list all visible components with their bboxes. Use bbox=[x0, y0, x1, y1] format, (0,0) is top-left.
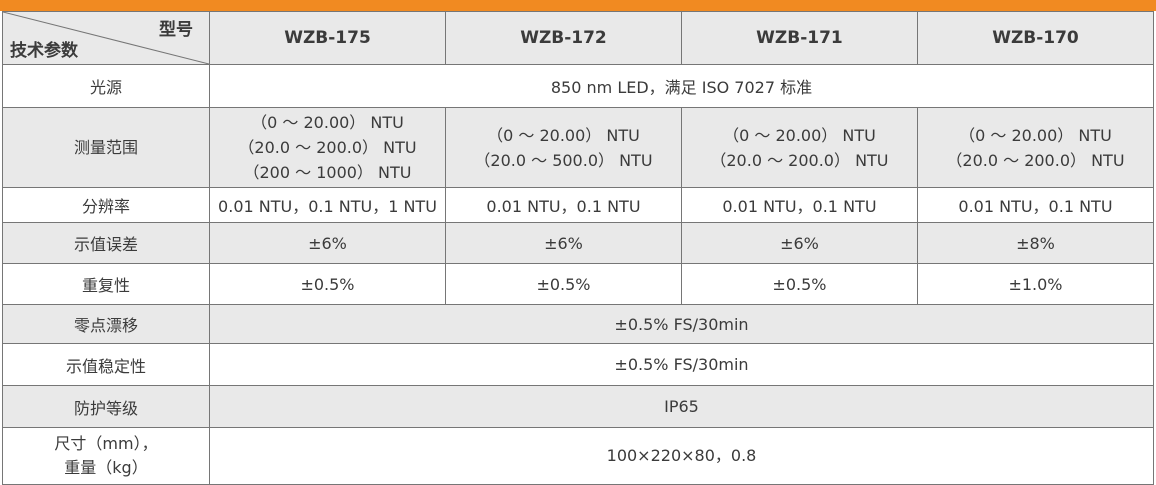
cell-resolution-wzb-170: 0.01 NTU，0.1 NTU bbox=[916, 187, 1155, 223]
cell-range-wzb-175: （0 ～ 20.00） NTU （20.0 ～ 200.0） NTU （200 … bbox=[209, 107, 446, 188]
column-header-wzb-171: WZB-171 bbox=[680, 11, 918, 65]
cell-zero-drift-value: ±0.5% FS/30min bbox=[209, 304, 1154, 344]
cell-repeatability-wzb-170: ±1.0% bbox=[916, 263, 1155, 305]
row-label-stability: 示值稳定性 bbox=[2, 343, 210, 386]
row-label-protection: 防护等级 bbox=[2, 385, 210, 428]
cell-light-source-value: 850 nm LED，满足 ISO 7027 标准 bbox=[209, 64, 1154, 108]
spec-table: 型号 技术参数 WZB-175 WZB-172 WZB-171 WZB-170 … bbox=[2, 11, 1155, 485]
cell-stability-value: ±0.5% FS/30min bbox=[209, 343, 1154, 386]
row-label-light-source: 光源 bbox=[2, 64, 210, 108]
corner-label-params: 技术参数 bbox=[10, 41, 78, 61]
cell-range-wzb-172: （0 ～ 20.00） NTU （20.0 ～ 500.0） NTU bbox=[444, 107, 682, 188]
cell-size-weight-value: 100×220×80，0.8 bbox=[209, 427, 1154, 485]
size-label-line2: 重量（kg） bbox=[64, 458, 148, 477]
cell-error-wzb-171: ±6% bbox=[680, 222, 918, 264]
column-header-wzb-175: WZB-175 bbox=[209, 11, 446, 65]
cell-resolution-wzb-175: 0.01 NTU，0.1 NTU，1 NTU bbox=[209, 187, 446, 223]
range-line: （0 ～ 20.00） NTU bbox=[959, 125, 1112, 145]
cell-resolution-wzb-171: 0.01 NTU，0.1 NTU bbox=[680, 187, 918, 223]
header-row: 型号 技术参数 WZB-175 WZB-172 WZB-171 WZB-170 bbox=[2, 11, 1155, 65]
range-line: （20.0 ～ 200.0） NTU bbox=[710, 150, 889, 170]
accent-top-bar bbox=[0, 0, 1156, 11]
corner-label-model: 型号 bbox=[159, 20, 193, 40]
cell-error-wzb-175: ±6% bbox=[209, 222, 446, 264]
range-line: （200 ～ 1000） NTU bbox=[243, 163, 412, 182]
cell-range-wzb-171: （0 ～ 20.00） NTU （20.0 ～ 200.0） NTU bbox=[680, 107, 918, 188]
row-resolution: 分辨率 0.01 NTU，0.1 NTU，1 NTU 0.01 NTU，0.1 … bbox=[2, 187, 1155, 223]
row-indication-error: 示值误差 ±6% ±6% ±6% ±8% bbox=[2, 222, 1155, 264]
column-header-wzb-170: WZB-170 bbox=[916, 11, 1155, 65]
range-line: （0 ～ 20.00） NTU bbox=[487, 125, 640, 145]
range-line: （20.0 ～ 200.0） NTU bbox=[946, 150, 1125, 170]
corner-header-cell: 型号 技术参数 bbox=[2, 11, 210, 65]
row-label-zero-drift: 零点漂移 bbox=[2, 304, 210, 344]
row-light-source: 光源 850 nm LED，满足 ISO 7027 标准 bbox=[2, 64, 1154, 108]
size-label-line1: 尺寸（mm）， bbox=[54, 434, 158, 453]
row-stability: 示值稳定性 ±0.5% FS/30min bbox=[2, 343, 1154, 386]
range-line: （0 ～ 20.00） NTU bbox=[251, 113, 404, 132]
row-size-weight: 尺寸（mm）， 重量（kg） 100×220×80，0.8 bbox=[2, 427, 1154, 485]
diagonal-divider bbox=[3, 12, 209, 64]
row-protection-rating: 防护等级 IP65 bbox=[2, 385, 1154, 428]
cell-repeatability-wzb-172: ±0.5% bbox=[444, 263, 682, 305]
row-label-range: 测量范围 bbox=[2, 107, 210, 188]
cell-resolution-wzb-172: 0.01 NTU，0.1 NTU bbox=[444, 187, 682, 223]
column-header-wzb-172: WZB-172 bbox=[444, 11, 682, 65]
cell-repeatability-wzb-175: ±0.5% bbox=[209, 263, 446, 305]
cell-range-wzb-170: （0 ～ 20.00） NTU （20.0 ～ 200.0） NTU bbox=[916, 107, 1155, 188]
range-line: （20.0 ～ 500.0） NTU bbox=[474, 150, 653, 170]
row-label-repeatability: 重复性 bbox=[2, 263, 210, 305]
row-repeatability: 重复性 ±0.5% ±0.5% ±0.5% ±1.0% bbox=[2, 263, 1155, 305]
row-label-error: 示值误差 bbox=[2, 222, 210, 264]
row-label-resolution: 分辨率 bbox=[2, 187, 210, 223]
range-line: （0 ～ 20.00） NTU bbox=[723, 125, 876, 145]
range-line: （20.0 ～ 200.0） NTU bbox=[238, 138, 417, 157]
row-zero-drift: 零点漂移 ±0.5% FS/30min bbox=[2, 304, 1154, 344]
cell-error-wzb-172: ±6% bbox=[444, 222, 682, 264]
cell-error-wzb-170: ±8% bbox=[916, 222, 1155, 264]
row-measurement-range: 测量范围 （0 ～ 20.00） NTU （20.0 ～ 200.0） NTU … bbox=[2, 107, 1155, 188]
cell-protection-value: IP65 bbox=[209, 385, 1154, 428]
cell-repeatability-wzb-171: ±0.5% bbox=[680, 263, 918, 305]
row-label-size-weight: 尺寸（mm）， 重量（kg） bbox=[2, 427, 210, 485]
